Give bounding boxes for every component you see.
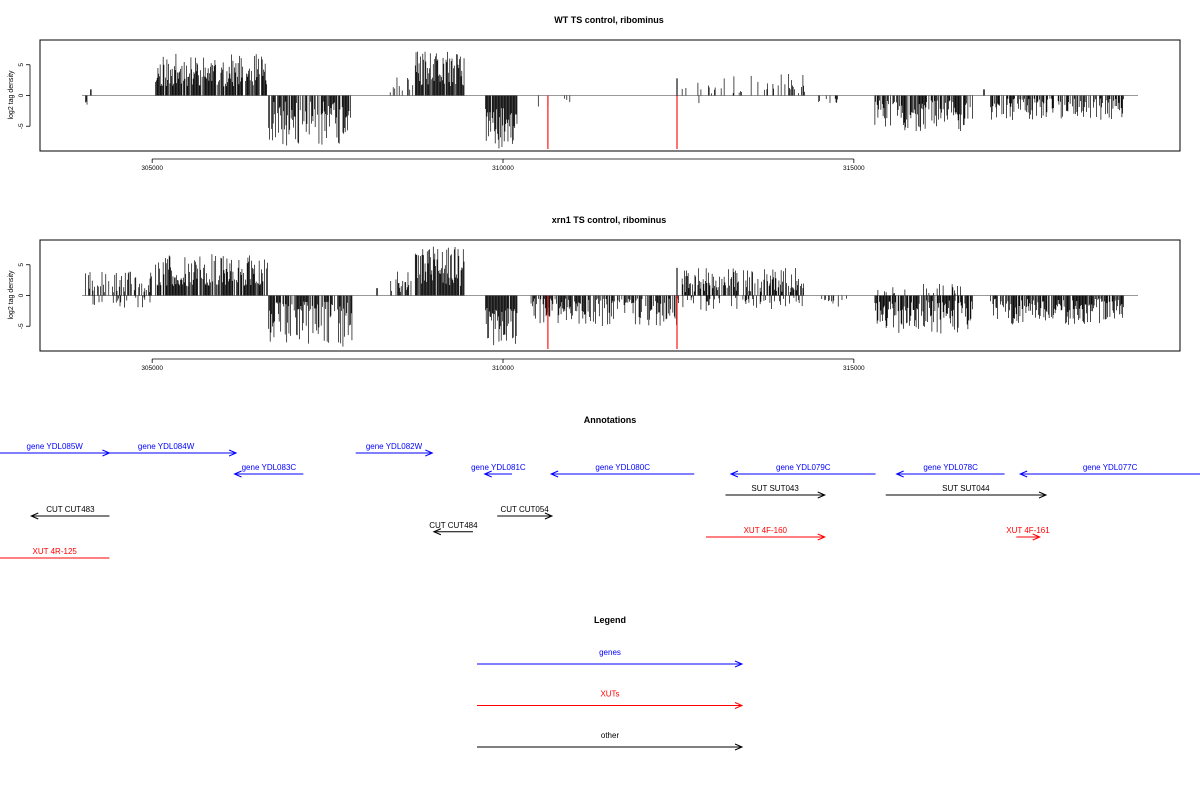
annotation-feature: gene YDL077C bbox=[1018, 463, 1200, 478]
annotation-label: SUT SUT043 bbox=[751, 484, 799, 493]
annotation-features: gene YDL085W gene YDL084W gene YDL083C gene… bbox=[0, 442, 1200, 559]
legend-label: XUTs bbox=[600, 690, 619, 699]
annotation-feature: gene YDL080C bbox=[549, 463, 695, 478]
feature-arrowhead bbox=[1018, 470, 1028, 478]
feature-arrowhead bbox=[483, 470, 492, 478]
annotation-feature: SUT SUT043 bbox=[725, 484, 827, 499]
annotation-feature: gene YDL084W bbox=[96, 442, 238, 457]
xrn1-plot-frame bbox=[39, 239, 1181, 352]
x-tick-label: 315000 bbox=[843, 165, 865, 172]
xrn1-y-axis-label: log2 tag density bbox=[8, 270, 15, 320]
feature-arrowhead bbox=[228, 449, 238, 457]
annotation-label: XUT 4F-160 bbox=[744, 526, 788, 535]
legend-title: Legend bbox=[594, 615, 626, 625]
annotation-feature: gene YDL081C bbox=[471, 463, 526, 478]
y-tick-label: 0 bbox=[18, 293, 25, 297]
y-tick-label: 0 bbox=[18, 93, 25, 97]
feature-arrowhead bbox=[549, 470, 559, 478]
legend-entries: genes XUTs other bbox=[477, 648, 744, 751]
annotation-feature: gene YDL079C bbox=[729, 463, 876, 478]
annotation-feature: gene YDL083C bbox=[233, 463, 304, 478]
feature-arrowhead bbox=[734, 743, 744, 751]
y-tick-label: 5 bbox=[18, 263, 25, 267]
annotation-label: gene YDL079C bbox=[776, 463, 831, 472]
legend-entry: genes bbox=[477, 648, 744, 668]
annotation-label: CUT CUT054 bbox=[500, 505, 549, 514]
x-tick-label: 310000 bbox=[492, 165, 514, 172]
feature-arrowhead bbox=[734, 660, 744, 668]
xrn1-track-title: xrn1 TS control, ribominus bbox=[552, 215, 667, 225]
annotation-feature: XUT 4F-161 bbox=[1006, 526, 1050, 541]
wt-y-axis-label: log2 tag density bbox=[8, 70, 15, 120]
wt-y-axis: -5 0 5 bbox=[18, 63, 31, 129]
annotation-label: SUT SUT044 bbox=[942, 484, 990, 493]
wt-x-axis: 305000 310000 315000 bbox=[141, 158, 865, 172]
wt-track-title: WT TS control, ribominus bbox=[554, 15, 664, 25]
annotation-feature: gene YDL078C bbox=[895, 463, 1005, 478]
annotation-label: gene YDL077C bbox=[1083, 463, 1138, 472]
wt-track-panel: WT TS control, ribominus log2 tag densit… bbox=[8, 15, 1181, 172]
feature-arrowhead bbox=[734, 702, 744, 709]
y-tick-label: -5 bbox=[18, 323, 25, 329]
annotation-label: XUT 4F-161 bbox=[1006, 526, 1050, 535]
annotation-feature: CUT CUT483 bbox=[30, 505, 110, 520]
feature-arrowhead bbox=[895, 470, 904, 478]
legend-entry: other bbox=[477, 731, 744, 751]
legend-entry: XUTs bbox=[477, 690, 744, 709]
annotation-label: CUT CUT484 bbox=[429, 521, 478, 530]
legend-panel: Legend genes XUTs other bbox=[477, 615, 744, 751]
annotation-label: gene YDL081C bbox=[471, 463, 526, 472]
wt-plot-frame bbox=[39, 39, 1181, 152]
annotation-label: gene YDL080C bbox=[595, 463, 650, 472]
wt-bars bbox=[82, 51, 1138, 149]
x-tick-label: 305000 bbox=[141, 165, 163, 172]
feature-arrowhead bbox=[729, 470, 739, 478]
y-tick-label: -5 bbox=[18, 123, 25, 129]
annotation-label: CUT CUT483 bbox=[46, 505, 95, 514]
annotation-feature: gene YDL082W bbox=[355, 442, 434, 457]
feature-arrowhead bbox=[30, 512, 39, 520]
x-tick-label: 305000 bbox=[141, 365, 163, 372]
annotation-label: gene YDL082W bbox=[366, 442, 423, 451]
feature-arrowhead bbox=[817, 533, 827, 541]
xrn1-y-axis: -5 0 5 bbox=[18, 263, 31, 329]
xrn1-x-axis: 305000 310000 315000 bbox=[141, 358, 865, 372]
annotation-label: gene YDL084W bbox=[138, 442, 195, 451]
x-tick-label: 310000 bbox=[492, 365, 514, 372]
annotation-label: XUT 4R-125 bbox=[33, 547, 78, 556]
annotation-feature: XUT 4F-160 bbox=[705, 526, 827, 541]
feature-arrowhead bbox=[1038, 491, 1048, 499]
annotation-feature: XUT 4R-125 bbox=[0, 547, 110, 559]
legend-label: other bbox=[601, 731, 620, 740]
x-tick-label: 315000 bbox=[843, 365, 865, 372]
feature-arrowhead bbox=[817, 491, 827, 499]
annotation-feature: CUT CUT484 bbox=[429, 521, 478, 536]
annotation-feature: SUT SUT044 bbox=[885, 484, 1048, 499]
annotation-feature: CUT CUT054 bbox=[497, 505, 554, 520]
feature-arrowhead bbox=[1032, 533, 1042, 541]
legend-label: genes bbox=[599, 648, 621, 657]
xrn1-bars bbox=[82, 246, 1138, 349]
feature-arrowhead bbox=[544, 512, 554, 520]
annotation-label: gene YDL078C bbox=[923, 463, 978, 472]
xrn1-track-panel: xrn1 TS control, ribominus log2 tag dens… bbox=[8, 215, 1181, 372]
annotations-title: Annotations bbox=[584, 415, 637, 425]
annotation-label: gene YDL083C bbox=[242, 463, 297, 472]
feature-arrowhead bbox=[425, 449, 434, 457]
y-tick-label: 5 bbox=[18, 63, 25, 67]
annotation-feature: gene YDL085W bbox=[0, 442, 111, 457]
annotations-panel: Annotations gene YDL085W gene YDL084Wgene… bbox=[0, 415, 1200, 559]
feature-arrowhead bbox=[432, 528, 442, 536]
annotation-label: gene YDL085W bbox=[27, 442, 84, 451]
feature-arrowhead bbox=[233, 470, 242, 478]
